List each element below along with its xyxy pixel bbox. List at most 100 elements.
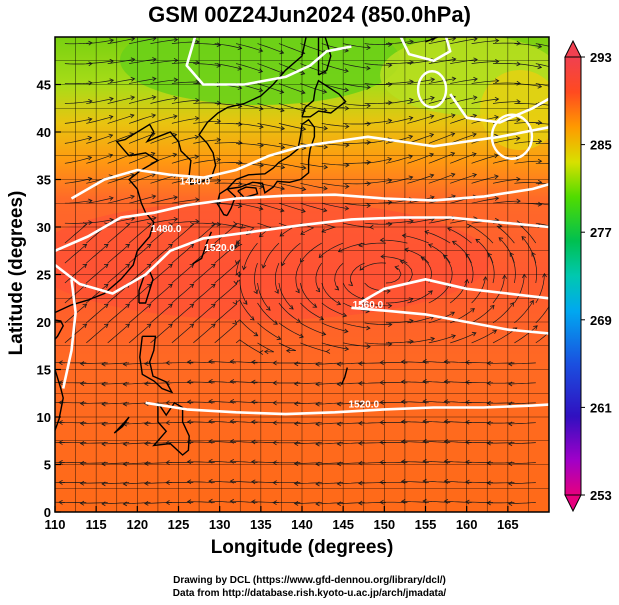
streamline (278, 43, 305, 54)
streamline-arrow (336, 381, 342, 387)
streamline-arrow (87, 135, 93, 141)
streamline-arrow (559, 142, 563, 146)
streamline (535, 202, 549, 206)
contour-label: 1440.0 (180, 176, 211, 187)
streamline-arrow (429, 114, 435, 119)
streamline-arrow (211, 243, 216, 249)
streamline (443, 254, 453, 284)
streamline-arrow (194, 116, 200, 121)
streamline (321, 182, 349, 187)
coastline (340, 367, 348, 385)
streamline (150, 115, 177, 124)
streamline (262, 242, 280, 269)
streamline-arrow (79, 361, 85, 366)
streamline-arrow (125, 303, 131, 308)
streamline-arrow (101, 401, 106, 407)
coastline (226, 118, 316, 194)
streamline (400, 260, 413, 284)
streamline (321, 63, 349, 72)
streamline-arrow (251, 399, 256, 405)
streamline (278, 182, 306, 190)
streamline (508, 382, 536, 385)
streamline-arrow (165, 460, 170, 466)
streamline (508, 402, 536, 405)
streamline (428, 37, 456, 44)
streamline-arrow (494, 196, 500, 201)
streamline-arrow (79, 401, 85, 406)
streamline (254, 262, 258, 294)
streamline (236, 202, 263, 210)
streamline (471, 329, 497, 344)
streamline (294, 422, 322, 425)
streamline-arrow (465, 399, 470, 405)
streamline-arrow (379, 360, 384, 365)
streamline-arrow (285, 348, 291, 354)
streamline-arrow (358, 400, 363, 406)
streamline-arrow (38, 380, 42, 384)
streamline (193, 323, 216, 344)
streamline-arrow (336, 421, 342, 427)
streamline (508, 362, 536, 365)
streamline-arrow (208, 498, 213, 504)
streamline (214, 283, 237, 304)
streamline-arrow (358, 361, 363, 366)
streamline (128, 303, 152, 324)
streamline-arrow (299, 333, 304, 339)
y-tick-label: 15 (37, 363, 51, 378)
streamline-arrow (495, 58, 500, 64)
streamline-arrow (490, 304, 495, 310)
streamline (300, 83, 327, 93)
streamline-arrow (537, 64, 543, 70)
streamline (150, 303, 173, 324)
streamline-arrow (358, 500, 363, 506)
streamline-arrow (165, 500, 170, 505)
streamline-arrow (237, 203, 243, 209)
streamline-arrow (315, 441, 320, 447)
streamline-arrow (130, 95, 136, 101)
streamline-arrow (507, 421, 513, 427)
streamline-arrow (450, 172, 456, 178)
streamline (235, 339, 260, 353)
streamline (338, 242, 365, 253)
streamline-arrow (293, 361, 299, 367)
streamline (107, 195, 135, 204)
streamline-arrow (208, 418, 213, 424)
streamline-arrow (343, 328, 349, 334)
streamline-arrow (429, 133, 435, 138)
streamline-arrow (165, 400, 170, 406)
streamline-arrow (315, 287, 321, 293)
streamline-arrow (109, 78, 115, 84)
streamline (294, 502, 322, 504)
streamline (402, 235, 429, 244)
streamline-arrow (315, 381, 320, 387)
streamline (193, 120, 221, 124)
streamline (471, 154, 498, 164)
streamline (428, 58, 456, 64)
streamline (86, 197, 114, 204)
coastline (55, 355, 64, 431)
colorbar-tick-label: 269 (590, 313, 612, 328)
streamline-arrow (493, 153, 499, 159)
streamline-arrow (319, 315, 325, 321)
streamline-arrow (58, 499, 63, 505)
streamline-arrow (232, 221, 238, 227)
streamline (385, 81, 414, 84)
streamline-arrow (507, 501, 513, 507)
streamline-arrow (251, 459, 256, 465)
streamline-arrow (399, 259, 405, 265)
streamline-arrow (232, 300, 237, 305)
streamline (107, 173, 134, 184)
streamline (428, 173, 455, 184)
streamline (257, 123, 285, 130)
streamline-arrow (559, 87, 563, 91)
streamline-arrow (387, 100, 393, 106)
streamline (171, 263, 194, 284)
streamline-arrow (186, 359, 192, 365)
streamline-arrow (289, 305, 294, 310)
streamline-arrow (276, 335, 282, 341)
streamline-arrow (400, 379, 406, 385)
streamline (407, 78, 435, 84)
streamline-arrow (507, 481, 513, 487)
streamline (193, 159, 221, 164)
